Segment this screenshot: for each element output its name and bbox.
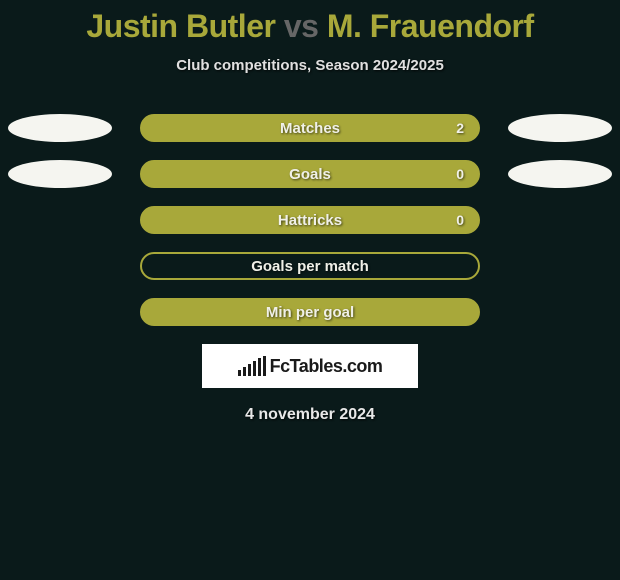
- player1-indicator: [8, 114, 112, 142]
- stat-row: Hattricks 0: [8, 206, 612, 234]
- stat-row: Goals per match: [8, 252, 612, 280]
- stat-row: Min per goal: [8, 298, 612, 326]
- stat-bar: Goals 0: [140, 160, 480, 188]
- stat-value: 0: [456, 212, 464, 228]
- stat-bar: Matches 2: [140, 114, 480, 142]
- stat-row: Matches 2: [8, 114, 612, 142]
- stat-label: Goals per match: [251, 258, 369, 275]
- spacer: [8, 298, 112, 326]
- player2-name: M. Frauendorf: [327, 8, 534, 44]
- spacer: [8, 206, 112, 234]
- logo-bar-segment: [238, 370, 241, 376]
- logo-bar-segment: [243, 367, 246, 376]
- logo-bar-segment: [253, 361, 256, 376]
- spacer: [508, 252, 612, 280]
- stat-value: 2: [456, 120, 464, 136]
- stat-value: 0: [456, 166, 464, 182]
- logo-text: FcTables.com: [270, 356, 383, 377]
- vs-separator: vs: [284, 8, 319, 44]
- logo-bar-segment: [263, 356, 266, 376]
- spacer: [508, 206, 612, 234]
- main-container: Justin Butler vs M. Frauendorf Club comp…: [0, 0, 620, 424]
- stat-label: Min per goal: [266, 304, 354, 321]
- player2-indicator: [508, 160, 612, 188]
- stat-bar: Goals per match: [140, 252, 480, 280]
- stat-bar: Hattricks 0: [140, 206, 480, 234]
- player2-indicator: [508, 114, 612, 142]
- logo-bar-segment: [248, 364, 251, 376]
- stat-label: Matches: [280, 120, 340, 137]
- logo-chart-icon: [238, 356, 266, 376]
- stats-area: Matches 2 Goals 0 Hattricks 0 Goals per match M…: [0, 114, 620, 326]
- player1-indicator: [8, 160, 112, 188]
- logo-bar-segment: [258, 358, 261, 376]
- comparison-title: Justin Butler vs M. Frauendorf: [0, 8, 620, 45]
- spacer: [508, 298, 612, 326]
- stat-bar: Min per goal: [140, 298, 480, 326]
- stat-row: Goals 0: [8, 160, 612, 188]
- stat-label: Hattricks: [278, 212, 342, 229]
- player1-name: Justin Butler: [86, 8, 275, 44]
- spacer: [8, 252, 112, 280]
- stat-label: Goals: [289, 166, 331, 183]
- date-label: 4 november 2024: [0, 406, 620, 424]
- site-logo[interactable]: FcTables.com: [202, 344, 418, 388]
- subtitle: Club competitions, Season 2024/2025: [0, 57, 620, 74]
